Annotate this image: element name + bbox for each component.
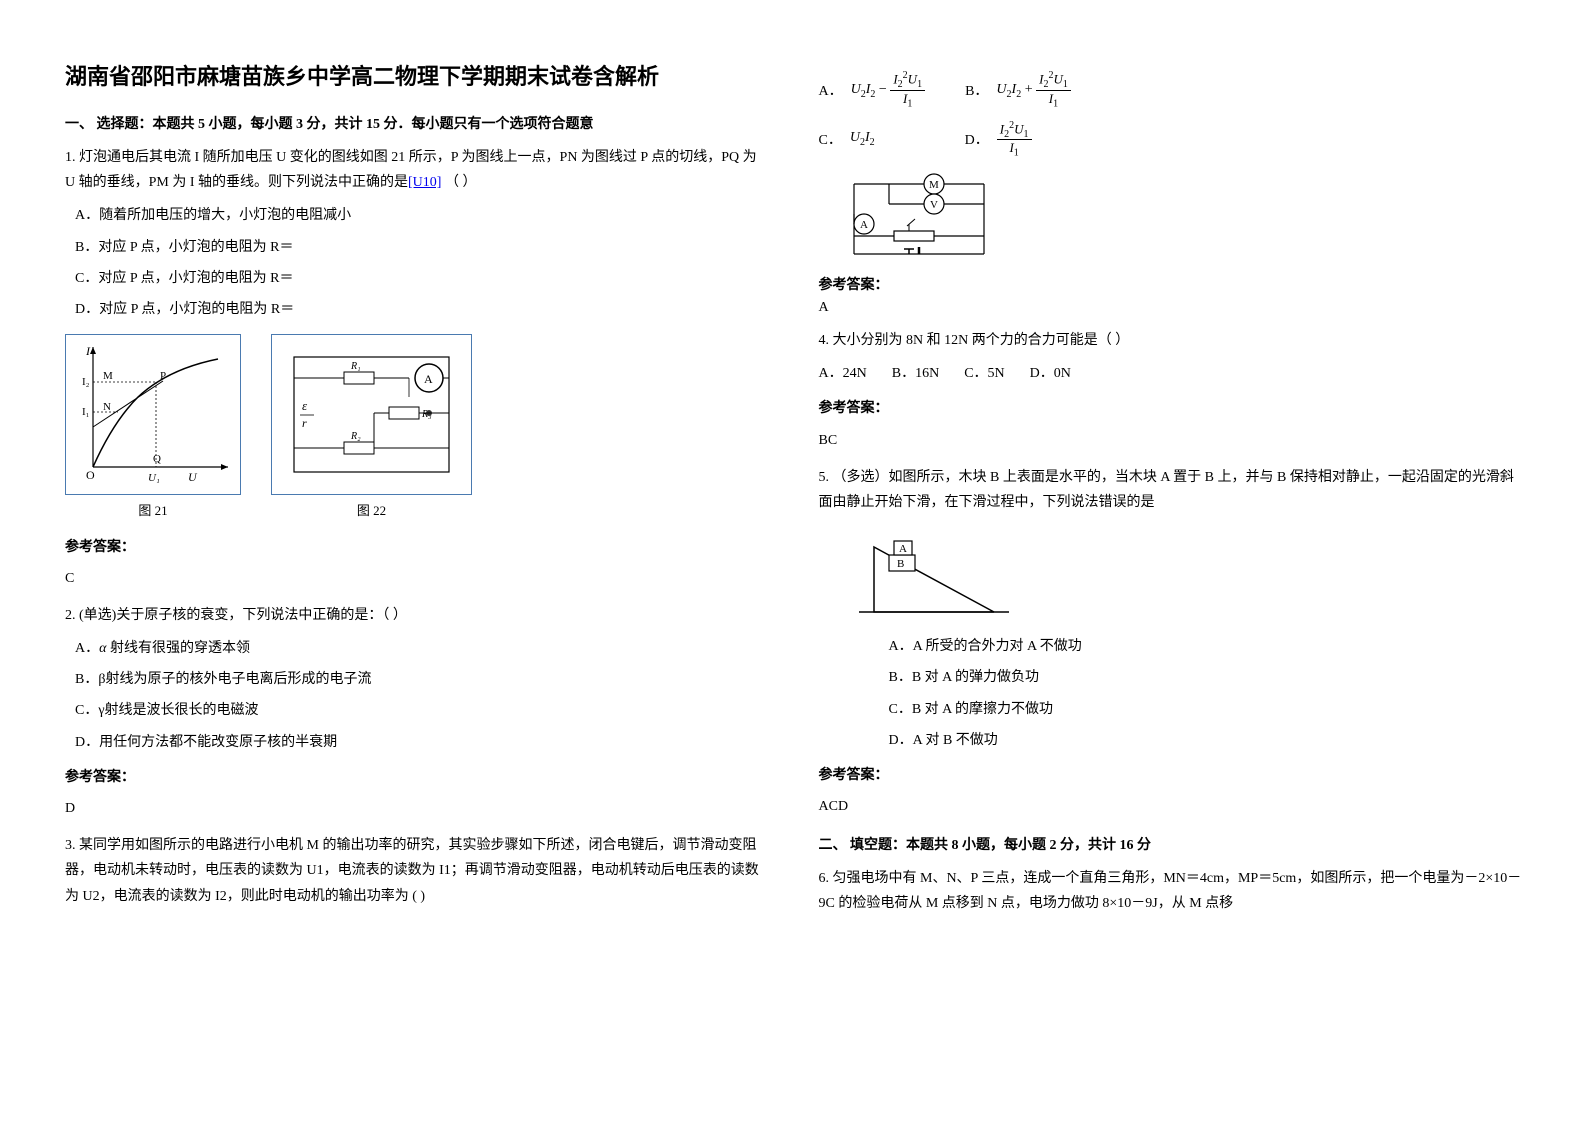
figure-21-container: I I₂ I₁ M N P Q O U₁ U 图 21 [65, 334, 241, 522]
q3-options-row2: C． U2I2 D． I22U1I1 [819, 120, 1523, 160]
figure-22-svg: R₁ A R₃ R₂ [274, 337, 469, 492]
svg-text:M: M [929, 179, 939, 191]
q3-d-label: D． [965, 129, 989, 149]
q5-incline-figure: B A [859, 527, 1523, 622]
section1-header: 一、 选择题：本题共 5 小题，每小题 3 分，共计 15 分．每小题只有一个选… [65, 113, 769, 133]
q3-answer: A [819, 300, 1523, 316]
q3-option-c: C． U2I2 [819, 129, 875, 149]
q4-options: A．24N B．16N C．5N D．0N [819, 361, 1523, 386]
q2-answer-label: 参考答案： [65, 765, 769, 790]
svg-text:A: A [899, 543, 907, 555]
q1-text-part2: （ ） [441, 175, 476, 190]
question-3: 3. 某同学用如图所示的电路进行小电机 M 的输出功率的研究，其实验步骤如下所述… [65, 833, 769, 909]
q6-text: 6. 匀强电场中有 M、N、P 三点，连成一个直角三角形，MN＝4cm，MP＝5… [819, 866, 1523, 916]
q1-answer: C [65, 566, 769, 591]
q1-option-c: C．对应 P 点，小灯泡的电阻为 R＝ [75, 266, 769, 291]
motor-circuit-svg: M V A [839, 169, 999, 264]
q1-option-d: D．对应 P 点，小灯泡的电阻为 R＝ [75, 297, 769, 322]
q1-text: 1. 灯泡通电后其电流 I 随所加电压 U 变化的图线如图 21 所示，P 为图… [65, 145, 769, 195]
exam-title: 湖南省邵阳市麻塘苗族乡中学高二物理下学期期末试卷含解析 [65, 60, 769, 93]
q3-option-a: A． U2I2 − I22U1I1 [819, 70, 926, 110]
svg-text:I₂: I₂ [82, 376, 90, 388]
q3-text: 3. 某同学用如图所示的电路进行小电机 M 的输出功率的研究，其实验步骤如下所述… [65, 833, 769, 909]
question-6: 6. 匀强电场中有 M、N、P 三点，连成一个直角三角形，MN＝4cm，MP＝5… [819, 866, 1523, 916]
q4-option-c: C．5N [964, 361, 1004, 386]
q4-option-b: B．16N [892, 361, 939, 386]
q2-option-c: C．γ射线是波长很长的电磁波 [75, 698, 769, 723]
q3-option-b: B． U2I2 + I22U1I1 [965, 70, 1071, 110]
svg-text:O: O [86, 468, 95, 482]
q3-option-d: D． I22U1I1 [965, 120, 1032, 160]
q3-b-label: B． [965, 80, 988, 100]
svg-text:M: M [103, 370, 113, 382]
svg-text:B: B [897, 558, 904, 570]
q2-option-a: A．α 射线有很强的穿透本领 [75, 636, 769, 661]
q3-options-row1: A． U2I2 − I22U1I1 B． U2I2 + I22U1I1 [819, 70, 1523, 110]
svg-text:N: N [103, 401, 111, 413]
q2-option-d: D．用任何方法都不能改变原子核的半衰期 [75, 730, 769, 755]
q5-text: 5. （多选）如图所示，木块 B 上表面是水平的，当木块 A 置于 B 上，并与… [819, 465, 1523, 515]
q2-text: 2. (单选)关于原子核的衰变，下列说法中正确的是：（ ） [65, 603, 769, 628]
q4-option-a: A．24N [819, 361, 867, 386]
question-2: 2. (单选)关于原子核的衰变，下列说法中正确的是：（ ） A．α 射线有很强的… [65, 603, 769, 821]
svg-text:I: I [85, 344, 91, 358]
svg-text:U: U [188, 470, 198, 484]
q1-answer-label: 参考答案： [65, 535, 769, 560]
right-column: A． U2I2 − I22U1I1 B． U2I2 + I22U1I1 C． U… [794, 60, 1548, 1062]
svg-text:V: V [930, 199, 938, 211]
q1-figures: I I₂ I₁ M N P Q O U₁ U 图 21 [65, 334, 769, 522]
q5-answer: ACD [819, 794, 1523, 819]
q3-answer-label: 参考答案： [819, 274, 1523, 294]
svg-text:r: r [302, 416, 307, 430]
q3-b-formula: U2I2 + I22U1I1 [996, 70, 1070, 110]
q3-circuit-figure: M V A [839, 169, 1523, 264]
svg-text:R₁: R₁ [350, 361, 361, 372]
q4-answer: BC [819, 428, 1523, 453]
q4-option-d: D．0N [1030, 361, 1071, 386]
q3-a-label: A． [819, 80, 843, 100]
svg-text:ε: ε [302, 398, 308, 413]
svg-text:A: A [860, 219, 868, 231]
figure-21-box: I I₂ I₁ M N P Q O U₁ U [65, 334, 241, 495]
figure-22-box: R₁ A R₃ R₂ [271, 334, 472, 495]
q5-option-c: C．B 对 A 的摩擦力不做功 [889, 697, 1523, 722]
question-5: 5. （多选）如图所示，木块 B 上表面是水平的，当木块 A 置于 B 上，并与… [819, 465, 1523, 820]
question-4: 4. 大小分别为 8N 和 12N 两个力的合力可能是（ ） A．24N B．1… [819, 328, 1523, 453]
q2-a-prefix: A． [75, 641, 99, 656]
q2-a-suffix: 射线有很强的穿透本领 [106, 641, 250, 656]
q4-answer-label: 参考答案： [819, 396, 1523, 421]
svg-text:R₂: R₂ [350, 431, 361, 442]
svg-text:P: P [160, 370, 166, 382]
question-1: 1. 灯泡通电后其电流 I 随所加电压 U 变化的图线如图 21 所示，P 为图… [65, 145, 769, 591]
q3-c-label: C． [819, 129, 842, 149]
svg-text:I₁: I₁ [82, 406, 90, 418]
q5-option-a: A．A 所受的合外力对 A 不做功 [889, 634, 1523, 659]
q5-option-b: B．B 对 A 的弹力做负功 [889, 665, 1523, 690]
q5-option-d: D．A 对 B 不做功 [889, 728, 1523, 753]
q3-d-formula: I22U1I1 [997, 120, 1032, 160]
q1-link[interactable]: [U10] [408, 175, 441, 190]
q3-a-formula: U2I2 − I22U1I1 [851, 70, 925, 110]
figure-22-container: R₁ A R₃ R₂ [271, 334, 472, 522]
q2-option-b: B．β射线为原子的核外电子电离后形成的电子流 [75, 667, 769, 692]
svg-text:Q: Q [153, 453, 161, 465]
left-column: 湖南省邵阳市麻塘苗族乡中学高二物理下学期期末试卷含解析 一、 选择题：本题共 5… [40, 60, 794, 1062]
figure-21-svg: I I₂ I₁ M N P Q O U₁ U [68, 337, 238, 492]
q2-answer: D [65, 796, 769, 821]
q5-answer-label: 参考答案： [819, 763, 1523, 788]
figure-22-label: 图 22 [271, 499, 472, 522]
q3-c-formula: U2I2 [850, 130, 875, 148]
section2-header: 二、 填空题：本题共 8 小题，每小题 2 分，共计 16 分 [819, 834, 1523, 854]
incline-svg: B A [859, 527, 1009, 622]
figure-21-label: 图 21 [65, 499, 241, 522]
q1-option-a: A．随着所加电压的增大，小灯泡的电阻减小 [75, 203, 769, 228]
svg-text:A: A [424, 372, 433, 386]
q4-text: 4. 大小分别为 8N 和 12N 两个力的合力可能是（ ） [819, 328, 1523, 353]
q1-option-b: B．对应 P 点，小灯泡的电阻为 R＝ [75, 235, 769, 260]
svg-text:U₁: U₁ [148, 472, 160, 484]
